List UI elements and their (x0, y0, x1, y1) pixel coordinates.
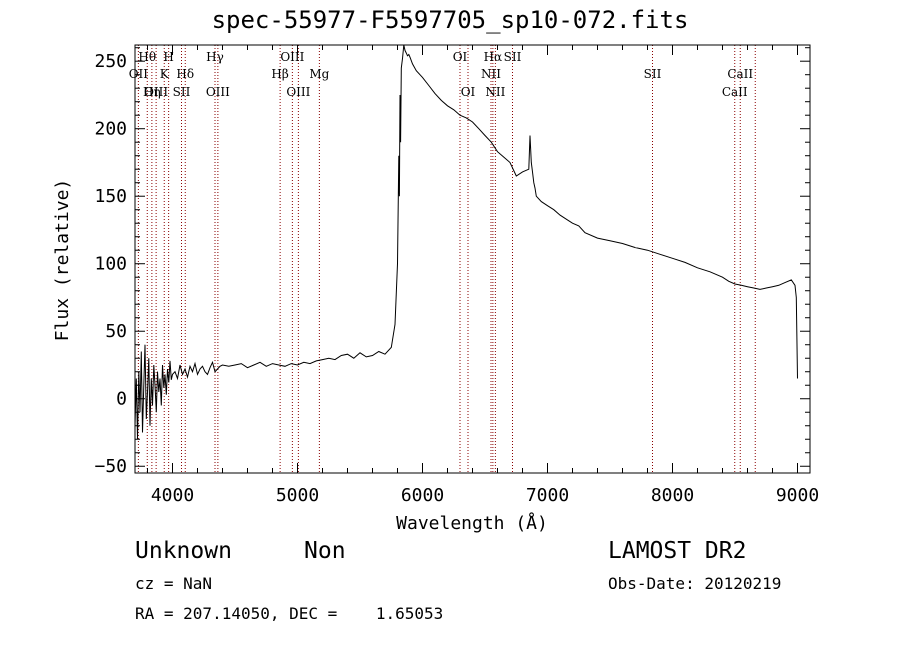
x-tick-label: 4000 (151, 485, 194, 506)
emission-line-label: OI (453, 50, 468, 64)
subclass-label: Non (304, 538, 346, 564)
emission-line-label: Hα (484, 50, 503, 64)
emission-line-label: OII (129, 67, 149, 81)
emission-line-label: CaII (727, 67, 753, 81)
emission-line-label: Hδ (176, 67, 194, 81)
emission-line-label: OIII (286, 85, 310, 99)
coordinates-label: RA = 207.14050, DEC = 1.65053 (135, 604, 444, 623)
classification-label: Unknown (135, 538, 232, 564)
emission-line-label: NII (481, 67, 501, 81)
emission-line-label: OIII (206, 85, 230, 99)
obs-date-label: Obs-Date: 20120219 (608, 574, 782, 593)
y-tick-label: 200 (94, 119, 127, 140)
axis-ticks: 4000 5000 6000 7000 8000 9000 −50 0 50 100 150 200 2… (94, 45, 819, 506)
emission-line-label: H (163, 50, 173, 64)
x-tick-label: 9000 (776, 485, 819, 506)
y-tick-label: 100 (94, 254, 127, 275)
survey-label: LAMOST DR2 (608, 538, 747, 564)
emission-line-label: SII (504, 50, 522, 64)
redshift-label: cz = NaN (135, 574, 213, 593)
emission-line-label: NII (485, 85, 505, 99)
y-tick-label: 150 (94, 186, 127, 207)
emission-line-label: SII (173, 85, 191, 99)
plot-frame (134, 44, 811, 474)
emission-line-label: SII (644, 67, 662, 81)
spectrum-series-line (134, 44, 798, 440)
x-tick-label: 5000 (276, 485, 319, 506)
emission-line-label: OI (461, 85, 476, 99)
emission-line-label: OIII (280, 50, 304, 64)
chart-title: spec-55977-F5597705_sp10-072.fits (211, 6, 689, 34)
x-tick-label: 7000 (526, 485, 569, 506)
y-axis-label: Flux (relative) (52, 179, 73, 342)
emission-line-label: Hθ (138, 50, 156, 64)
y-tick-label: −50 (94, 456, 127, 477)
emission-line-label: Hβ (271, 67, 288, 81)
emission-line-label: Mg (309, 67, 329, 81)
emission-line-label: CaII (722, 85, 748, 99)
y-tick-label: 0 (116, 389, 127, 410)
emission-line-label: K (160, 67, 170, 81)
x-tick-label: 6000 (401, 485, 444, 506)
y-tick-label: 250 (94, 51, 127, 72)
emission-line-label: OIII (144, 85, 168, 99)
emission-line-markers (137, 45, 756, 473)
x-tick-label: 8000 (651, 485, 694, 506)
y-tick-label: 50 (105, 321, 127, 342)
x-axis-label: Wavelength (Å) (396, 512, 548, 534)
emission-line-label: Hη (143, 85, 161, 99)
emission-line-labels: Hθ OII OIII HK Hη Hδ SII Hγ OIII OIII Hβ OIII Mg OI OI… (129, 50, 754, 99)
emission-line-label: Hγ (206, 50, 224, 64)
